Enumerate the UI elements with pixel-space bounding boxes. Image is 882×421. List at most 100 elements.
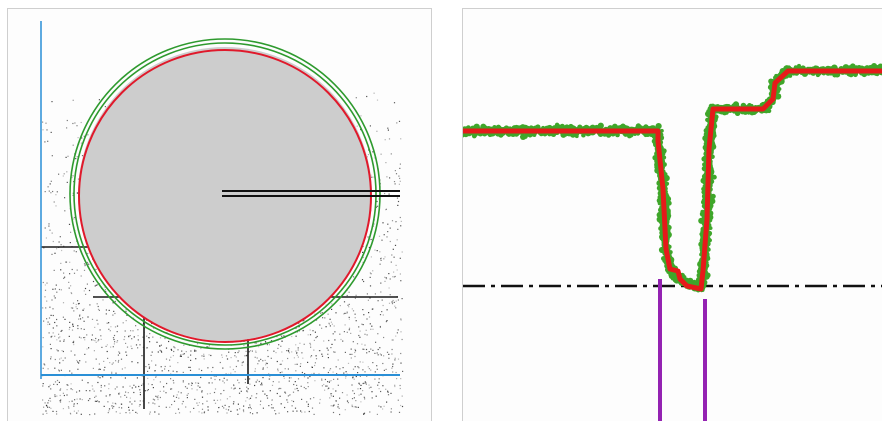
scatter-dot [395,173,398,175]
scatter-dot [399,216,401,219]
green-point [664,181,670,186]
scatter-dot [171,404,173,406]
scatter-dot [75,306,77,308]
scatter-dot [279,395,281,397]
scatter-dot [354,351,356,354]
scatter-dot [380,354,382,356]
scatter-dot [172,379,174,382]
scatter-dot [83,308,85,310]
scatter-dot [266,366,268,369]
scatter-dot [397,399,399,401]
scatter-dot [172,355,174,357]
green-point [658,220,663,224]
scatter-dot [78,318,80,320]
scatter-dot [76,269,78,271]
scatter-dot [321,327,323,329]
scatter-dot [94,413,96,415]
scatter-dot [378,388,380,390]
scatter-dot [356,343,359,345]
scatter-dot [335,312,337,314]
scatter-dot [234,355,236,357]
scatter-dot [300,410,302,412]
scatter-dot [384,276,386,278]
scatter-dot [266,397,269,399]
scatter-dot [47,140,49,142]
scatter-dot [66,119,68,122]
scatter-dot [284,406,286,409]
scatter-dot [249,378,251,380]
scatter-dot [60,262,62,264]
scatter-dot [335,366,337,368]
scatter-dot [126,346,129,348]
scatter-dot [50,180,52,182]
scatter-dot [68,281,70,283]
scatter-dot [169,406,171,408]
scatter-dot [48,399,50,402]
scatter-dot [151,384,153,386]
scatter-dot [247,388,249,390]
scatter-dot [330,347,332,349]
scatter-dot [141,355,143,357]
scatter-dot [366,352,368,354]
scatter-dot [163,386,165,388]
scatter-dot [60,369,62,371]
scatter-dot [281,335,283,337]
scatter-dot [390,153,392,155]
scatter-dot [250,408,252,410]
scatter-dot [135,344,138,346]
scatter-dot [376,365,378,367]
scatter-dot [149,413,151,415]
scatter-dot [304,373,306,375]
scatter-dot [70,413,72,415]
scatter-dot [87,262,89,264]
scatter-dot [181,350,183,352]
scatter-dot [223,407,225,409]
scatter-dot [139,389,141,391]
scatter-dot [363,413,365,415]
scatter-dot [347,304,349,306]
scatter-dot [268,378,271,380]
scatter-dot [237,403,239,405]
scatter-dot [374,371,376,373]
scatter-dot [56,248,58,250]
scatter-dot [343,313,345,315]
scatter-dot [239,408,241,410]
scatter-dot [260,342,262,344]
scatter-dot [96,284,98,286]
scatter-dot [385,277,387,279]
scatter-dot [91,318,94,320]
scatter-dot [63,394,65,397]
scatter-dot [313,397,315,399]
scatter-dot [72,194,74,196]
scatter-dot [51,335,53,337]
scatter-dot [108,328,110,330]
scatter-dot [376,205,379,207]
scatter-dot [60,357,62,359]
scatter-dot [108,309,110,311]
scatter-dot [66,389,68,391]
scatter-dot [256,412,258,414]
scatter-dot [46,412,48,414]
scatter-dot [337,406,339,408]
scatter-dot [153,327,155,329]
scatter-dot [395,264,397,266]
scatter-dot [281,371,283,373]
scatter-dot [297,390,299,392]
scatter-dot [378,405,380,407]
scatter-dot [358,367,360,369]
scatter-dot [397,329,399,331]
scatter-dot [297,378,300,380]
scatter-dot [327,388,329,390]
scatter-dot [68,328,70,331]
scatter-dot [307,382,309,384]
scatter-dot [96,319,98,321]
scatter-dot [73,216,75,219]
scatter-dot [258,346,260,348]
scatter-dot [384,256,386,258]
scatter-dot [383,355,385,357]
scatter-dot [369,125,371,127]
scatter-dot [362,324,364,326]
scatter-dot [43,320,45,322]
scatter-dot [284,392,287,394]
scatter-dot [84,336,86,339]
